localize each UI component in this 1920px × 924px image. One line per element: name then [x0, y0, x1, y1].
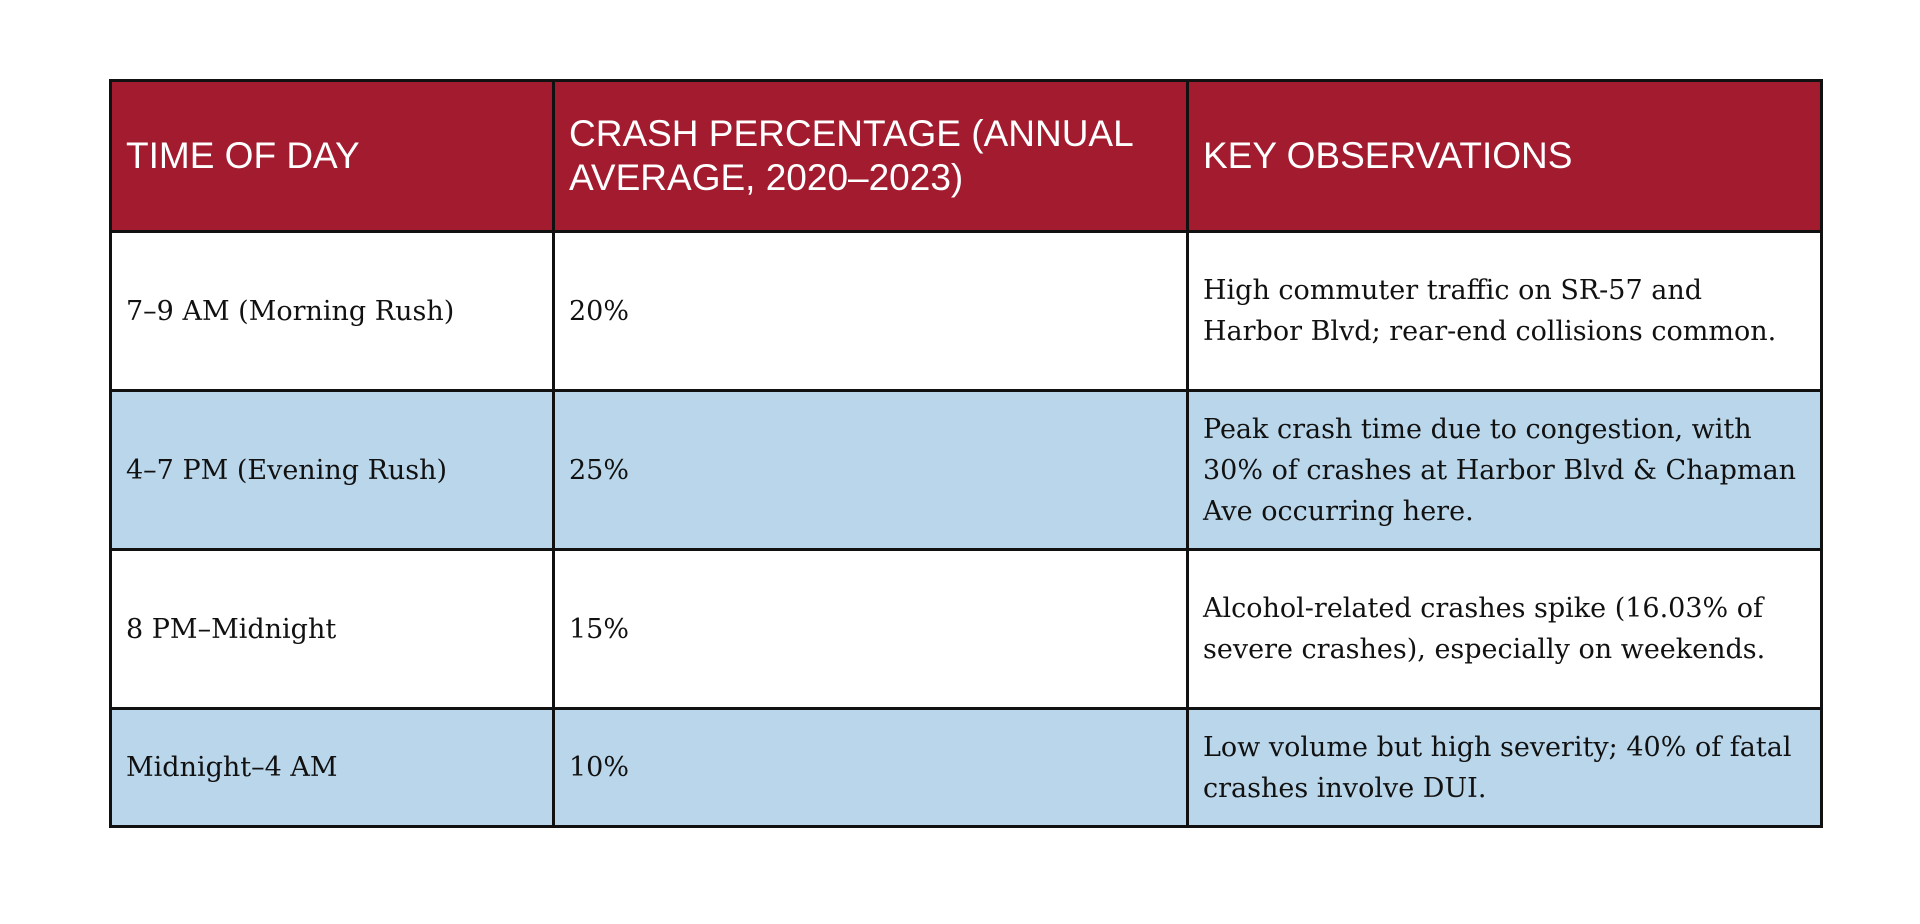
cell-observation: High commuter traffic on SR-57 and Harbo…: [1186, 230, 1823, 392]
header-time-of-day: TIME OF DAY: [109, 79, 555, 233]
header-crash-percentage: CRASH PERCENTAGE (ANNUAL AVERAGE, 2020–2…: [552, 79, 1189, 233]
header-key-observations: KEY OBSERVATIONS: [1186, 79, 1823, 233]
cell-percentage: 15%: [552, 548, 1189, 710]
table-row: 4–7 PM (Evening Rush) 25% Peak crash tim…: [109, 389, 1823, 551]
cell-time: Midnight–4 AM: [109, 707, 555, 828]
cell-observation: Low volume but high severity; 40% of fat…: [1186, 707, 1823, 828]
cell-observation: Alcohol-related crashes spike (16.03% of…: [1186, 548, 1823, 710]
cell-time: 8 PM–Midnight: [109, 548, 555, 710]
cell-time: 7–9 AM (Morning Rush): [109, 230, 555, 392]
cell-percentage: 10%: [552, 707, 1189, 828]
cell-percentage: 25%: [552, 389, 1189, 551]
cell-percentage: 20%: [552, 230, 1189, 392]
table-row: 7–9 AM (Morning Rush) 20% High commuter …: [109, 230, 1823, 392]
table-row: 8 PM–Midnight 15% Alcohol-related crashe…: [109, 548, 1823, 710]
cell-observation: Peak crash time due to congestion, with …: [1186, 389, 1823, 551]
table-header-row: TIME OF DAY CRASH PERCENTAGE (ANNUAL AVE…: [109, 79, 1823, 233]
crash-time-table: TIME OF DAY CRASH PERCENTAGE (ANNUAL AVE…: [109, 79, 1823, 828]
crash-time-table-container: TIME OF DAY CRASH PERCENTAGE (ANNUAL AVE…: [109, 79, 1823, 828]
cell-time: 4–7 PM (Evening Rush): [109, 389, 555, 551]
table-row: Midnight–4 AM 10% Low volume but high se…: [109, 707, 1823, 828]
